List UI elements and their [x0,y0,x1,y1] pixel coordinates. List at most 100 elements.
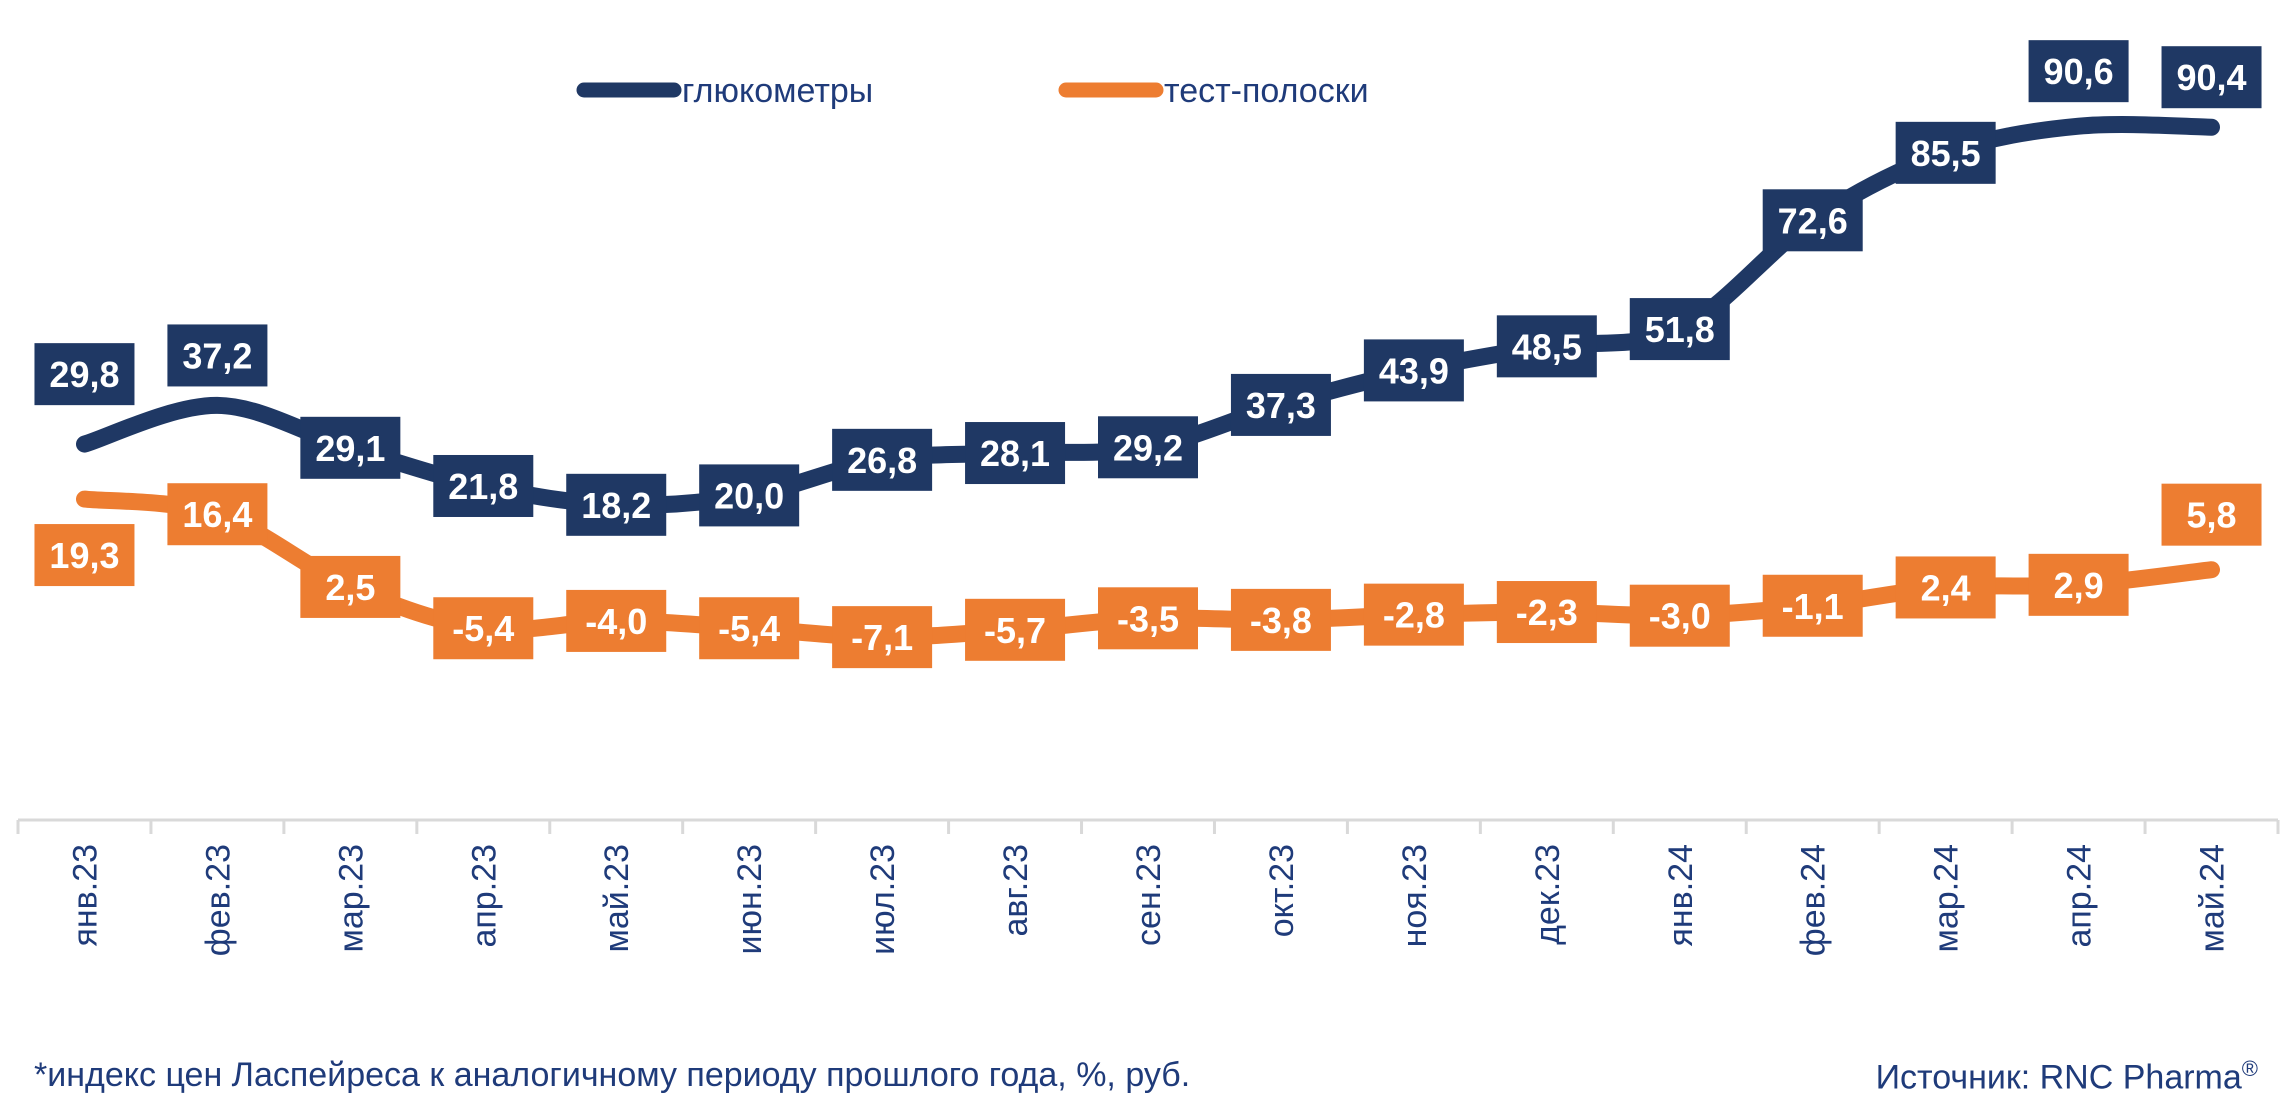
data-label-box [2161,483,2262,546]
data-label-box [566,473,667,536]
data-label-box [1098,416,1198,479]
data-label: 16,4 [167,483,268,546]
x-tick-label: сен.23 [1130,844,1168,946]
data-label: 21,8 [433,454,534,517]
data-label-text: 18,2 [581,485,651,526]
data-label-box [1762,189,1863,252]
data-label-text: 29,1 [315,428,385,469]
x-tick-label: май.24 [2194,844,2232,953]
data-label-text: 28,1 [980,433,1050,474]
data-labels: 29,8 37,2 29,1 21,8 18,2 20,0 26,8 28,1 29,2 37,3… [34,40,2262,669]
data-label: 5,8 [2161,483,2262,546]
x-tick-label: мар.24 [1928,844,1966,952]
data-label: 2,5 [300,555,401,618]
data-label-box [832,428,933,491]
x-axis: янв.23 фев.23 мар.23 апр.23 май.23 июн.23 июл.… [16,818,2280,956]
data-label-text: -4,0 [585,601,647,642]
x-tick-label: дек.23 [1529,844,1567,945]
x-tick-label: июл.23 [864,844,902,955]
data-label: -3,8 [1230,588,1331,651]
x-tick-label: ноя.23 [1396,844,1434,947]
source-text: Источник: RNC Pharma [1875,1058,2242,1097]
data-label-text: 26,8 [847,440,917,481]
data-label-box [167,324,268,387]
data-label-box [699,597,800,660]
data-label: 29,1 [300,416,401,479]
data-label-box [566,589,667,652]
data-label: 26,8 [832,428,933,491]
data-label-text: 72,6 [1778,200,1848,241]
data-label-box [433,597,534,660]
data-label-text: -2,8 [1383,595,1445,636]
data-label-box [965,598,1066,661]
data-label-box [1496,581,1597,644]
data-label-box [300,416,401,479]
x-tick-label: фев.23 [199,844,237,956]
source-credit: Источник: RNC Pharma® [1876,1056,2258,1097]
data-label-text: 48,5 [1512,326,1582,367]
series-lines [76,116,2220,646]
data-label-box [2161,46,2262,109]
data-label-text: -7,1 [851,617,913,658]
x-tick-label: апр.23 [465,844,503,948]
data-label-text: 37,2 [182,335,252,376]
data-label-box [832,606,933,669]
data-label-text: 19,3 [49,535,119,576]
x-tick-label: мар.23 [332,844,370,952]
data-label-text: 2,9 [2054,565,2104,606]
data-label: -2,8 [1363,583,1464,646]
x-tick-label: июн.23 [731,844,769,955]
data-label-box [34,343,135,406]
x-tick-label: янв.24 [1662,844,1700,947]
data-label: -5,4 [699,597,800,660]
data-label: -2,3 [1496,581,1597,644]
data-label-box [1895,121,1996,184]
data-label: 85,5 [1895,121,1996,184]
data-label: 51,8 [1629,298,1730,361]
data-label-text: -1,1 [1782,586,1844,627]
data-label-box [1098,587,1198,650]
registered-mark: ® [2241,1056,2258,1081]
data-label: 90,4 [2161,46,2262,109]
data-label-text: 85,5 [1911,133,1981,174]
data-label-box [965,422,1066,485]
x-tick-label: апр.24 [2061,844,2099,948]
data-label: -5,4 [433,597,534,660]
data-label-text: 37,3 [1246,385,1316,426]
chart-legend: глюкометры тест-полоски [576,72,1369,110]
data-label-text: -5,7 [984,610,1046,651]
data-label-text: 20,0 [714,475,784,516]
data-label-text: -3,8 [1250,600,1312,641]
data-label-text: 2,4 [1921,567,1971,608]
data-label: 72,6 [1762,189,1863,252]
data-label-box [1895,556,1996,619]
data-label-box [1230,373,1331,436]
data-label: 28,1 [965,422,1066,485]
data-label-box [433,454,534,517]
data-label-box [2028,40,2129,103]
data-label-text: 43,9 [1379,350,1449,391]
data-label: 37,3 [1230,373,1331,436]
data-label: 37,2 [167,324,268,387]
data-label-text: -5,4 [718,608,780,649]
data-label-box [1629,298,1730,361]
data-label: -4,0 [566,589,667,652]
data-label-text: 21,8 [448,466,518,507]
data-label-text: 51,8 [1645,309,1715,350]
data-label-text: 90,6 [2044,51,2114,92]
data-label: -5,7 [965,598,1066,661]
data-label-box [1496,315,1597,378]
data-label: -7,1 [832,606,933,669]
x-tick-label: окт.23 [1263,844,1301,937]
line-chart: глюкометры тест-полоски янв.23 фев.23 мар.2… [16,40,2280,956]
data-label: -3,5 [1098,587,1198,650]
data-label: 43,9 [1363,339,1464,402]
data-label-box [300,555,401,618]
data-label-text: 90,4 [2176,57,2246,98]
data-label-text: 29,2 [1113,427,1183,468]
data-label-box [1230,588,1331,651]
x-tick-label: янв.23 [66,844,104,947]
data-label: 90,6 [2028,40,2129,103]
data-label-text: -3,5 [1117,598,1179,639]
data-label-box [1762,574,1863,637]
